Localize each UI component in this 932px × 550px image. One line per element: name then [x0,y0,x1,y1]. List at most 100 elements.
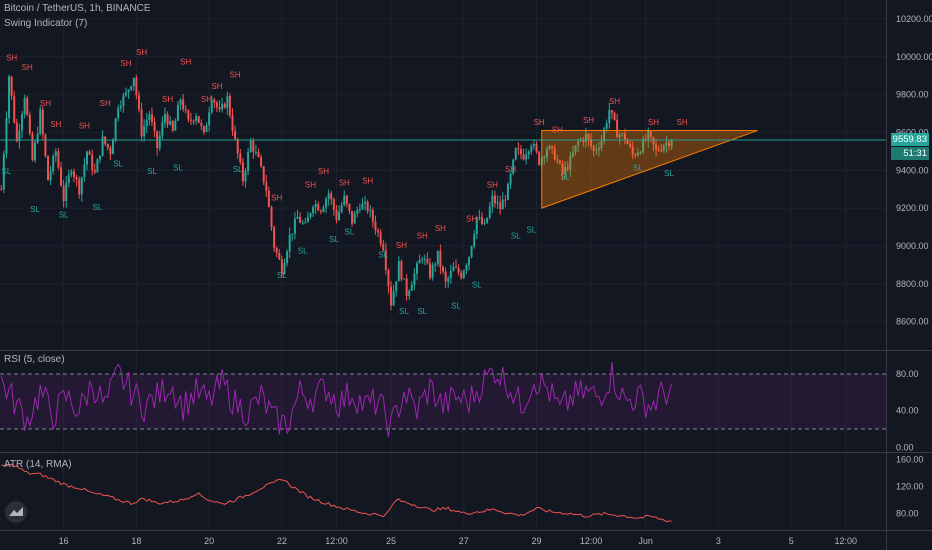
candle-body [561,163,564,174]
candle-body [566,166,569,170]
candle-body [332,199,335,210]
swing-high-label: SH [22,63,33,72]
candle-body [60,167,63,186]
candle-body [496,202,499,204]
candle-body [416,263,419,274]
candle-body [296,216,299,219]
candle-body [452,266,455,272]
time-tick-label: 22 [277,536,287,546]
candle-body [343,195,346,205]
swing-high-label: SH [466,214,477,223]
candle-body [275,247,278,253]
candle-body [491,195,494,207]
candle-body [132,77,135,87]
candle-body [478,217,481,219]
price-tick-label: 9600.00 [896,127,929,137]
candle-body [436,250,439,265]
swing-low-label: SL [92,203,102,212]
candle-body [467,257,470,266]
candle-body [15,122,18,142]
candle-body [374,221,377,231]
candle-body [556,159,559,161]
candle-body [31,133,34,161]
time-tick-label: Jun [638,536,653,546]
candle-body [283,263,286,274]
candle-body [278,252,281,260]
candle-body [215,102,218,108]
candle-body [356,210,359,214]
swing-high-label: SH [396,241,407,250]
candle-body [208,112,211,126]
candle-body [340,204,343,212]
swing-high-label: SH [79,122,90,131]
candle-body [145,120,148,127]
candle-body [5,117,8,155]
swing-high-label: SH [230,71,241,80]
price-tick-label: 9400.00 [896,165,929,175]
candle-body [400,261,403,280]
candle-body [655,144,658,150]
tradingview-logo-icon[interactable] [5,501,27,523]
candle-body [462,270,465,278]
candle-body [109,147,112,155]
candle-body [28,114,31,134]
candle-body [434,264,437,266]
candle-body [600,141,603,148]
candle-body [2,154,5,190]
candle-body [535,144,538,152]
swing-high-label: SH [505,165,516,174]
candle-body [98,155,101,160]
candle-body [447,278,450,282]
rsi-tick-label: 0.00 [896,442,914,452]
candle-body [538,151,541,165]
swing-high-label: SH [100,99,111,108]
candle-body [473,234,476,247]
triangle-pattern [541,130,758,209]
candle-body [629,143,632,147]
candle-body [54,151,57,157]
swing-high-label: SH [180,57,191,66]
candle-body [569,156,572,170]
swing-low-label: SL [329,235,339,244]
swing-high-label: SH [6,54,17,63]
swing-high-label: SH [162,95,173,104]
candle-body [616,119,619,138]
candle-body [377,230,380,233]
candle-body [286,251,289,264]
candle-body [532,144,535,146]
time-tick-label: 18 [131,536,141,546]
candle-body [257,151,260,158]
swing-low-label: SL [173,163,183,172]
price-tick-label: 10200.00 [896,14,932,24]
candle-body [13,96,16,123]
candle-body [449,271,452,279]
candle-body [192,120,195,122]
candle-body [665,142,668,146]
candle-body [221,103,224,110]
candle-body [124,92,127,96]
price-tick-label: 8800.00 [896,279,929,289]
candle-body [423,259,426,261]
candle-body [506,184,509,200]
candle-body [384,250,387,271]
candle-body [218,107,221,110]
candle-body [241,162,244,182]
candle-body [239,153,242,163]
candle-body [418,259,421,264]
candle-body [590,139,593,147]
candle-body [319,210,322,212]
candle-body [429,263,432,278]
swing-high-label: SH [339,178,350,187]
rsi-legend: RSI (5, close) [4,354,65,365]
time-tick-label: 3 [716,536,721,546]
candle-body [353,213,356,224]
candle-body [171,121,174,131]
candle-body [130,86,133,90]
candle-body [176,104,179,121]
candle-body [358,209,361,211]
candle-body [161,122,164,136]
candle-body [330,193,333,200]
candle-body [210,99,213,113]
candle-body [228,96,231,116]
